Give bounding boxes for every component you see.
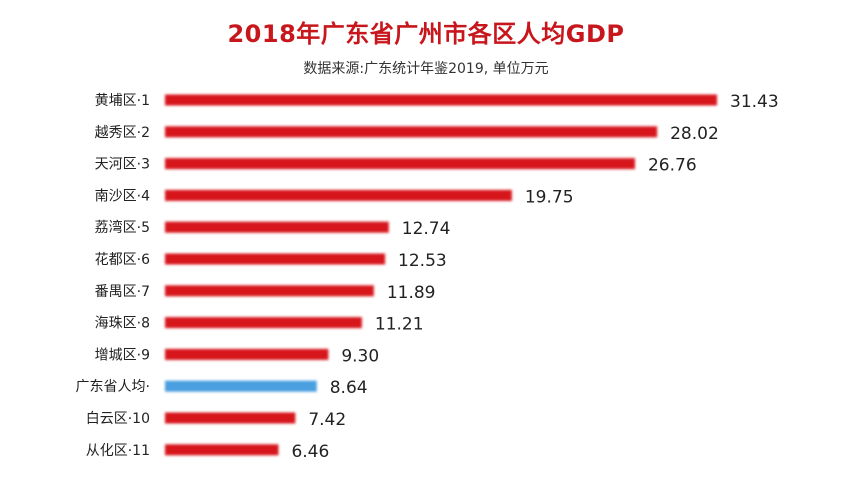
value-label: 8.64 <box>330 378 368 398</box>
bar <box>165 285 374 297</box>
chart-subtitle: 数据来源:广东统计年鉴2019, 单位万元 <box>303 61 549 77</box>
category-label: 广东省人均· <box>76 379 150 395</box>
bar <box>165 126 658 138</box>
category-label: 越秀区·2 <box>95 125 150 141</box>
value-label: 31.43 <box>730 92 779 112</box>
bar-highlight <box>165 380 317 392</box>
category-label: 天河区·3 <box>95 157 150 173</box>
bar <box>165 348 329 360</box>
category-label: 增城区·9 <box>95 347 150 363</box>
category-label: 番禺区·7 <box>95 284 150 300</box>
category-label: 花都区·6 <box>95 252 150 268</box>
value-label: 11.89 <box>387 283 436 303</box>
value-label: 12.74 <box>402 219 451 239</box>
bar <box>165 412 296 424</box>
value-label: 28.02 <box>670 124 719 144</box>
chart-title: 2018年广东省广州市各区人均GDP <box>227 20 625 48</box>
bar <box>165 94 717 106</box>
category-label: 黄埔区·1 <box>95 92 150 109</box>
category-label: 荔湾区·5 <box>95 219 150 236</box>
bar <box>165 221 389 233</box>
category-label: 海珠区·8 <box>95 316 150 332</box>
value-label: 12.53 <box>398 251 447 271</box>
bar <box>165 189 512 201</box>
bar <box>165 317 362 329</box>
value-label: 19.75 <box>525 187 574 207</box>
bar <box>165 158 635 170</box>
value-label: 9.30 <box>341 346 379 366</box>
value-label: 26.76 <box>648 156 697 176</box>
bar <box>165 444 279 456</box>
value-label: 6.46 <box>291 442 329 462</box>
bar <box>165 253 386 265</box>
category-label: 白云区·10 <box>86 411 150 427</box>
value-label: 11.21 <box>375 315 424 335</box>
value-label: 7.42 <box>308 410 346 430</box>
category-label: 南沙区·4 <box>95 188 150 204</box>
category-label: 从化区·11 <box>86 443 150 459</box>
